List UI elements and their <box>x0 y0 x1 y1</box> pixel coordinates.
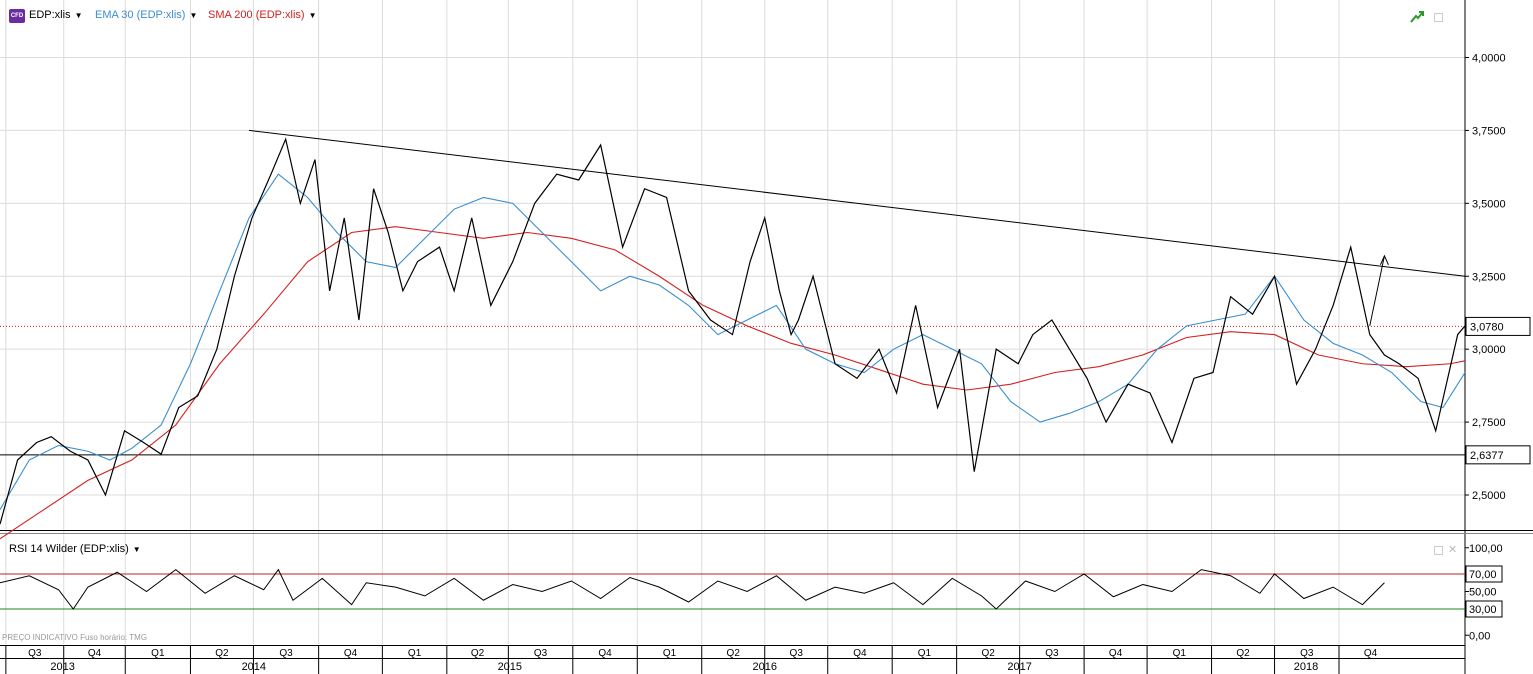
x-quarter-label: Q2 <box>727 648 741 659</box>
x-quarter-label: Q1 <box>918 648 932 659</box>
x-quarter-label: Q3 <box>279 648 293 659</box>
x-quarter-label: Q2 <box>471 648 485 659</box>
dropdown-caret-icon[interactable]: ▼ <box>189 11 198 20</box>
x-year-label: 2018 <box>1294 661 1318 673</box>
y-tick-label: 3,7500 <box>1472 125 1506 137</box>
x-quarter-label: Q3 <box>1300 648 1314 659</box>
x-year-label: 2016 <box>752 661 776 673</box>
rsi-y-tick-label: 100,00 <box>1469 543 1503 555</box>
rsi-level-box <box>1465 600 1503 618</box>
cfd-badge-icon: CFD <box>9 9 25 23</box>
y-tick-label: 2,5000 <box>1472 490 1506 502</box>
x-quarter-label: Q3 <box>1045 648 1059 659</box>
x-quarter-label: Q1 <box>408 648 422 659</box>
legend-ema[interactable]: EMA 30 (EDP:xlis) ▼ <box>95 9 197 21</box>
y-tick-label: 3,2500 <box>1472 271 1506 283</box>
rsi-y-tick-label: 0,00 <box>1469 630 1490 642</box>
level-label: 3,0780 <box>1470 321 1504 333</box>
legend-symbol-label: EDP:xlis <box>29 9 71 21</box>
x-quarter-label: Q3 <box>790 648 804 659</box>
maximize-icon[interactable] <box>1434 13 1443 22</box>
level-label: 2,6377 <box>1470 450 1504 462</box>
trendline <box>248 129 1466 277</box>
dropdown-caret-icon[interactable]: ▼ <box>308 11 317 20</box>
x-year-label: 2014 <box>242 661 266 673</box>
x-quarter-label: Q3 <box>28 648 42 659</box>
series-ema <box>0 173 1466 510</box>
x-quarter-label: Q4 <box>598 648 612 659</box>
rsi-y-tick-label: 70,00 <box>1469 569 1497 581</box>
x-quarter-label: Q1 <box>663 648 677 659</box>
x-quarter-label: Q1 <box>151 648 165 659</box>
x-quarter-label: Q3 <box>534 648 548 659</box>
footer-note: PREÇO INDICATIVO Fuso horário: TMG <box>2 633 148 642</box>
x-year-label: 2015 <box>498 661 522 673</box>
arrow-line <box>1369 255 1385 326</box>
level-box <box>1465 445 1531 465</box>
series-sma <box>0 226 1466 540</box>
x-year-label: 2013 <box>50 661 74 673</box>
x-quarter-label: Q2 <box>981 648 995 659</box>
trend-arrow-icon[interactable] <box>1409 10 1425 24</box>
legend-ema-label: EMA 30 (EDP:xlis) <box>95 9 186 21</box>
y-tick-label: 3,5000 <box>1472 198 1506 210</box>
legend-rsi-label: RSI 14 Wilder (EDP:xlis) <box>9 543 129 555</box>
x-quarter-label: Q4 <box>1364 648 1378 659</box>
legend-symbol[interactable]: EDP:xlis ▼ <box>29 9 82 21</box>
dropdown-caret-icon[interactable]: ▼ <box>74 11 83 20</box>
arrow-head <box>1379 254 1389 266</box>
x-quarter-label: Q4 <box>88 648 102 659</box>
rsi-level-box <box>1465 565 1503 583</box>
series-price <box>0 137 1466 525</box>
x-quarter-label: Q1 <box>1173 648 1187 659</box>
dropdown-caret-icon[interactable]: ▼ <box>132 545 141 554</box>
y-tick-label: 4,0000 <box>1472 53 1506 65</box>
legend-sma-label: SMA 200 (EDP:xlis) <box>208 9 305 21</box>
close-icon[interactable]: ✕ <box>1448 544 1458 556</box>
x-quarter-label: Q2 <box>1236 648 1250 659</box>
x-year-label: 2017 <box>1007 661 1031 673</box>
y-tick-label: 2,7500 <box>1472 417 1506 429</box>
level-box <box>1465 316 1531 336</box>
x-quarter-label: Q4 <box>1109 648 1123 659</box>
legend-sma[interactable]: SMA 200 (EDP:xlis) ▼ <box>208 9 317 21</box>
x-quarter-label: Q2 <box>215 648 229 659</box>
x-quarter-label: Q4 <box>344 648 358 659</box>
legend-rsi[interactable]: RSI 14 Wilder (EDP:xlis) ▼ <box>9 543 141 555</box>
x-quarter-label: Q4 <box>853 648 867 659</box>
rsi-y-tick-label: 50,00 <box>1469 587 1497 599</box>
maximize-icon[interactable] <box>1434 546 1443 555</box>
y-tick-label: 3,0000 <box>1472 344 1506 356</box>
series-rsi <box>0 568 1385 610</box>
rsi-y-tick-label: 30,00 <box>1469 604 1497 616</box>
